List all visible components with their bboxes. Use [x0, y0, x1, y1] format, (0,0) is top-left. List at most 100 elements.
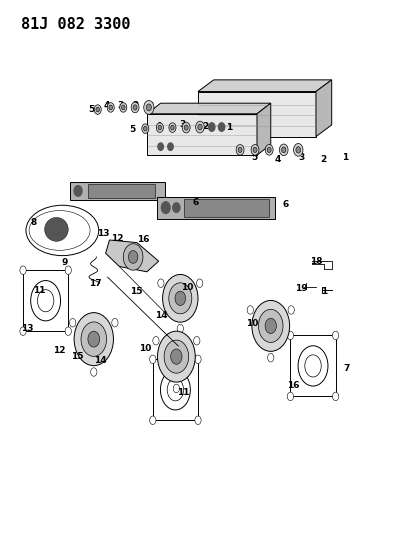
Text: 3: 3: [117, 101, 123, 110]
Text: 1: 1: [342, 154, 348, 163]
Ellipse shape: [45, 217, 68, 241]
Text: 8: 8: [30, 218, 37, 227]
Circle shape: [146, 104, 151, 111]
Text: 4: 4: [103, 101, 110, 110]
Circle shape: [162, 202, 170, 214]
Circle shape: [20, 266, 26, 274]
Circle shape: [158, 331, 195, 382]
Polygon shape: [157, 197, 275, 219]
Text: 6: 6: [283, 200, 289, 209]
Circle shape: [150, 416, 156, 424]
Polygon shape: [147, 114, 257, 155]
Text: 11: 11: [177, 387, 189, 397]
Circle shape: [195, 355, 201, 364]
Circle shape: [163, 274, 198, 322]
Circle shape: [173, 384, 179, 393]
Text: 15: 15: [70, 352, 83, 361]
Circle shape: [173, 203, 180, 213]
Text: 6: 6: [193, 198, 199, 207]
Circle shape: [158, 143, 164, 150]
Circle shape: [112, 318, 118, 327]
Circle shape: [158, 125, 162, 130]
Polygon shape: [198, 92, 316, 136]
Circle shape: [171, 349, 182, 364]
Circle shape: [333, 392, 339, 401]
Circle shape: [196, 279, 203, 287]
Circle shape: [177, 324, 183, 333]
Text: 15: 15: [129, 287, 142, 296]
Circle shape: [65, 266, 71, 274]
Polygon shape: [147, 103, 271, 114]
Circle shape: [219, 123, 225, 131]
Circle shape: [65, 327, 71, 335]
Circle shape: [150, 355, 156, 364]
Circle shape: [184, 125, 188, 130]
Text: 17: 17: [89, 279, 101, 288]
Text: 14: 14: [156, 311, 168, 320]
Polygon shape: [184, 199, 269, 216]
Text: 2: 2: [202, 122, 209, 131]
Circle shape: [182, 122, 190, 133]
Circle shape: [252, 301, 289, 351]
Circle shape: [259, 309, 283, 342]
Circle shape: [196, 121, 204, 133]
Text: 2: 2: [321, 155, 327, 164]
Polygon shape: [88, 184, 155, 198]
Circle shape: [123, 244, 143, 270]
Circle shape: [164, 340, 188, 373]
Circle shape: [253, 147, 257, 152]
Text: 1: 1: [226, 123, 232, 132]
Polygon shape: [316, 80, 332, 136]
Circle shape: [88, 331, 100, 347]
Circle shape: [168, 143, 173, 150]
Text: 16: 16: [137, 236, 150, 245]
Text: 4: 4: [156, 122, 162, 131]
Polygon shape: [106, 240, 159, 272]
Text: 3: 3: [298, 153, 304, 162]
Circle shape: [267, 147, 271, 152]
Text: 11: 11: [33, 286, 46, 295]
Circle shape: [236, 144, 244, 155]
Circle shape: [195, 416, 201, 424]
Text: 16: 16: [287, 381, 299, 390]
Text: 81J 082 3300: 81J 082 3300: [21, 17, 131, 33]
Circle shape: [74, 313, 114, 366]
Circle shape: [198, 124, 202, 130]
Polygon shape: [257, 103, 271, 155]
Circle shape: [153, 336, 159, 345]
Text: 7: 7: [343, 364, 350, 373]
Circle shape: [194, 336, 200, 345]
Circle shape: [120, 103, 127, 112]
Circle shape: [280, 144, 288, 156]
Circle shape: [251, 144, 259, 155]
Circle shape: [171, 125, 174, 130]
Text: 13: 13: [21, 324, 33, 333]
Text: 10: 10: [181, 283, 193, 292]
Circle shape: [175, 291, 186, 305]
Circle shape: [287, 392, 293, 401]
Text: 13: 13: [97, 229, 110, 238]
Circle shape: [158, 279, 164, 287]
Polygon shape: [198, 80, 332, 92]
Text: 1: 1: [322, 287, 328, 296]
Text: 12: 12: [53, 346, 66, 355]
Circle shape: [268, 353, 274, 362]
Circle shape: [81, 322, 107, 357]
Text: 14: 14: [94, 356, 107, 365]
Text: 3: 3: [179, 120, 185, 130]
Text: 19: 19: [295, 284, 307, 293]
Circle shape: [238, 147, 242, 152]
Circle shape: [74, 185, 82, 196]
Circle shape: [293, 143, 303, 156]
Circle shape: [96, 107, 99, 112]
Circle shape: [265, 318, 276, 334]
Circle shape: [142, 124, 149, 133]
Circle shape: [287, 331, 293, 340]
Circle shape: [288, 306, 294, 314]
Circle shape: [247, 306, 253, 314]
Circle shape: [143, 126, 147, 131]
Text: 2: 2: [133, 101, 139, 110]
Circle shape: [156, 123, 164, 132]
Circle shape: [128, 251, 138, 263]
Circle shape: [209, 123, 215, 131]
